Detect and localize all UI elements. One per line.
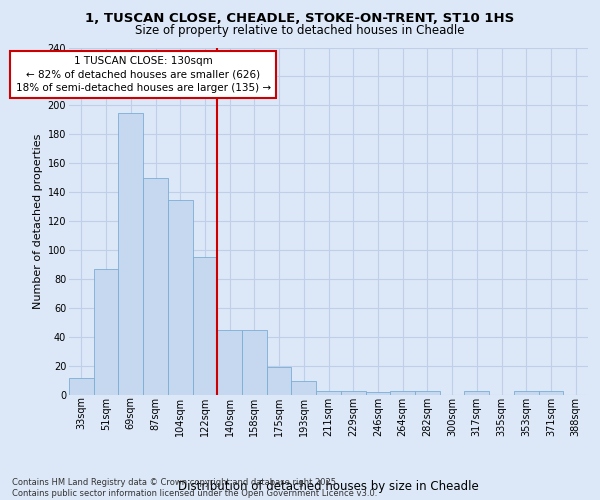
Bar: [539, 390, 563, 395]
Bar: [464, 390, 489, 395]
Bar: [168, 200, 193, 395]
Bar: [292, 380, 316, 395]
Bar: [69, 378, 94, 395]
Bar: [217, 330, 242, 395]
Bar: [514, 390, 539, 395]
Bar: [118, 112, 143, 395]
Bar: [242, 330, 267, 395]
Text: Contains HM Land Registry data © Crown copyright and database right 2025.
Contai: Contains HM Land Registry data © Crown c…: [12, 478, 377, 498]
Bar: [143, 178, 168, 395]
Text: 1 TUSCAN CLOSE: 130sqm
← 82% of detached houses are smaller (626)
18% of semi-de: 1 TUSCAN CLOSE: 130sqm ← 82% of detached…: [16, 56, 271, 92]
Bar: [316, 390, 341, 395]
Bar: [193, 258, 217, 395]
Bar: [267, 368, 292, 395]
Bar: [365, 392, 390, 395]
X-axis label: Distribution of detached houses by size in Cheadle: Distribution of detached houses by size …: [178, 480, 479, 493]
Bar: [390, 390, 415, 395]
Y-axis label: Number of detached properties: Number of detached properties: [34, 134, 43, 309]
Bar: [415, 390, 440, 395]
Bar: [94, 269, 118, 395]
Bar: [341, 390, 365, 395]
Text: Size of property relative to detached houses in Cheadle: Size of property relative to detached ho…: [135, 24, 465, 37]
Text: 1, TUSCAN CLOSE, CHEADLE, STOKE-ON-TRENT, ST10 1HS: 1, TUSCAN CLOSE, CHEADLE, STOKE-ON-TRENT…: [85, 12, 515, 26]
